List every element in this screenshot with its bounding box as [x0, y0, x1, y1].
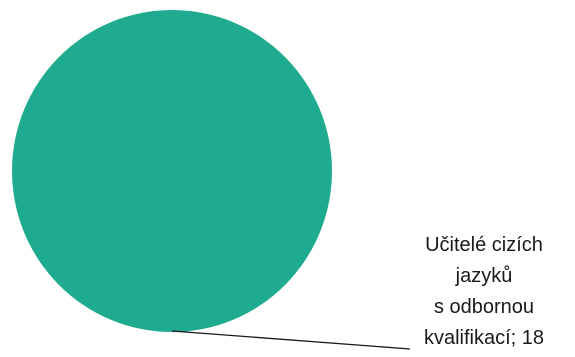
slice-data-label: Učitelé cizích jazyků s odbornou kvalifi…: [384, 230, 575, 354]
leader-lines: [171, 330, 411, 350]
slice-label-line-4: kvalifikací; 18: [384, 323, 575, 354]
slice-leader-line: [171, 330, 411, 350]
slice-label-line-2: jazyků: [455, 265, 513, 287]
slice-label-line-3: s odbornou: [433, 296, 535, 318]
pie-slices: [12, 10, 332, 332]
slice-label-line-1: Učitelé cizích: [425, 234, 543, 256]
slice-label-category-end: kvalifikací;: [423, 327, 517, 349]
slice-value-label: 18: [521, 327, 545, 349]
pie-slice-1: [12, 10, 332, 332]
